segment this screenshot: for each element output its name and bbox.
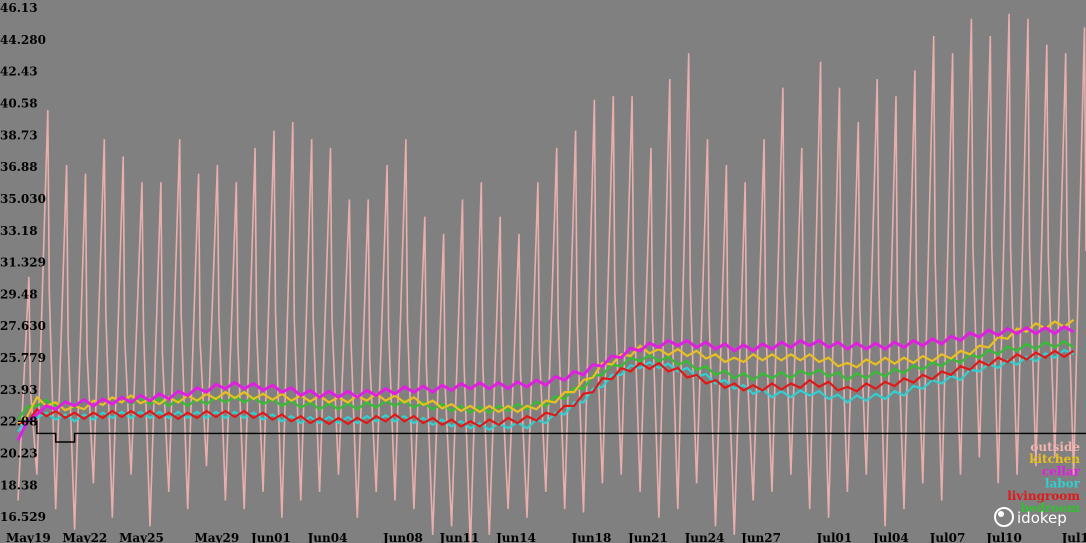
x-tick-label: May19 (6, 531, 51, 543)
series-line-cellar (16, 324, 1075, 441)
legend-item-kitchen: kitchen (1029, 452, 1080, 466)
legend-item-outside: outside (1030, 440, 1080, 454)
x-tick-label: Jul07 (929, 531, 966, 543)
x-tick-label: Jun14 (495, 531, 536, 543)
x-tick-label: Jun24 (684, 531, 725, 543)
series-layer (16, 13, 1086, 543)
legend-item-livingroom: livingroom (1007, 489, 1080, 503)
x-tick-label: Jul14 (1061, 531, 1086, 543)
y-tick-label: 36.88 (0, 160, 38, 174)
x-tick-label: Jun11 (439, 531, 480, 543)
legend-item-labor: labor (1045, 477, 1081, 491)
x-tick-label: Jul10 (985, 531, 1022, 543)
y-axis: 46.13 44.280 42.43 40.58 38.73 36.88 35.030 33.… (0, 1, 46, 543)
x-tick-label: Jul01 (816, 531, 853, 543)
x-tick-label: Jun21 (627, 531, 668, 543)
idokep-logo-icon-dot (998, 511, 1004, 517)
y-tick-label: 35.030 (0, 192, 46, 206)
y-tick-label: 38.73 (0, 128, 38, 142)
x-tick-label: Jul04 (872, 531, 909, 543)
watermark-text: idokep (1017, 509, 1067, 527)
y-tick-label: 27.630 (0, 319, 46, 333)
x-axis: May19 May22 May25 May29 Jun01 Jun04 Jun08 Jun11… (6, 531, 1086, 543)
y-tick-label: 44.280 (0, 33, 46, 47)
legend: outsidekitchencellarlaborlivingroombedro… (1007, 440, 1080, 515)
y-tick-label: 22.08 (0, 415, 38, 429)
y-tick-label: 16.529 (0, 510, 46, 524)
y-tick-label: 25.779 (0, 351, 46, 365)
y-tick-label: 46.13 (0, 1, 38, 15)
x-tick-label: Jun08 (382, 531, 423, 543)
x-tick-label: May29 (195, 531, 240, 543)
idokep-logo-icon (994, 507, 1014, 527)
idokep-watermark: idokep (994, 507, 1067, 527)
legend-item-bedroom: bedroom (1021, 501, 1081, 515)
y-tick-label: 40.58 (0, 96, 38, 110)
x-tick-label: May22 (63, 531, 108, 543)
x-tick-label: Jun27 (740, 531, 781, 543)
series-line-labor (17, 348, 1075, 433)
series-line-livingroom (17, 349, 1075, 428)
y-tick-label: 18.38 (0, 478, 38, 492)
x-tick-label: Jun01 (250, 531, 291, 543)
y-tick-label: 42.43 (0, 65, 38, 79)
y-tick-label: 29.48 (0, 287, 38, 301)
x-tick-label: May25 (119, 531, 164, 543)
x-tick-label: Jun04 (307, 531, 348, 543)
y-tick-label: 20.23 (0, 447, 38, 461)
y-tick-label: 33.18 (0, 224, 38, 238)
y-tick-label: 31.329 (0, 256, 46, 270)
legend-item-cellar: cellar (1042, 464, 1081, 478)
series-line-outside (17, 13, 1086, 543)
y-tick-label: 23.93 (0, 383, 38, 397)
series-line-reference (18, 420, 1086, 443)
series-line-bedroom (17, 340, 1075, 421)
series-line-kitchen (17, 319, 1075, 424)
x-tick-label: Jun18 (571, 531, 612, 543)
